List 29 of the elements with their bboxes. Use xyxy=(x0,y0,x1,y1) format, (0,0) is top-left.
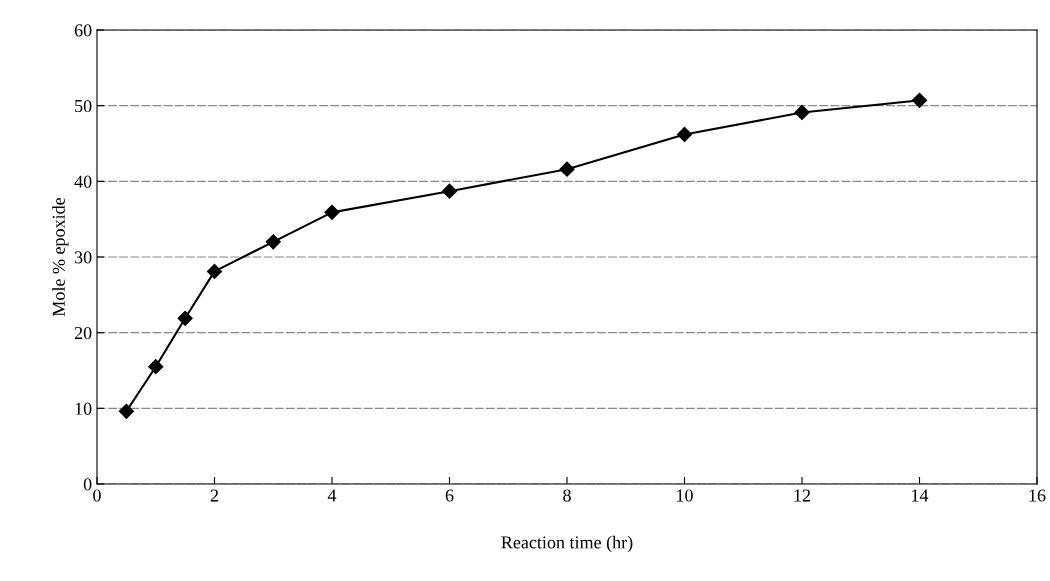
y-tick-label: 30 xyxy=(74,251,92,264)
x-tick-label: 0 xyxy=(93,489,101,502)
x-tick-label: 8 xyxy=(563,489,571,502)
x-axis-title: Reaction time (hr) xyxy=(501,535,633,553)
point xyxy=(177,310,193,326)
point xyxy=(676,126,693,142)
y-axis-title: Mole % epoxide xyxy=(52,197,69,317)
point xyxy=(148,359,164,375)
y-tick-label: 50 xyxy=(75,99,92,113)
x-tick-label: 14 xyxy=(912,489,929,502)
point xyxy=(265,234,281,250)
point xyxy=(911,92,928,108)
y-tick-label: 10 xyxy=(75,402,92,415)
y-tick-label: 0 xyxy=(83,478,92,491)
point xyxy=(118,403,134,419)
y-tick-label: 60 xyxy=(74,24,92,37)
point xyxy=(559,161,575,177)
x-tick-label: 6 xyxy=(445,489,454,502)
x-tick-label: 12 xyxy=(794,489,811,502)
x-tick-label: 4 xyxy=(327,489,337,502)
x-tick-label: 16 xyxy=(1029,489,1046,502)
point xyxy=(324,204,340,220)
y-tick-label: 40 xyxy=(74,175,92,188)
point xyxy=(441,183,458,199)
point xyxy=(206,263,223,279)
y-tick-label: 20 xyxy=(74,326,92,340)
point xyxy=(794,104,810,121)
x-tick-label: 2 xyxy=(210,489,219,502)
x-tick-label: 10 xyxy=(677,489,693,502)
